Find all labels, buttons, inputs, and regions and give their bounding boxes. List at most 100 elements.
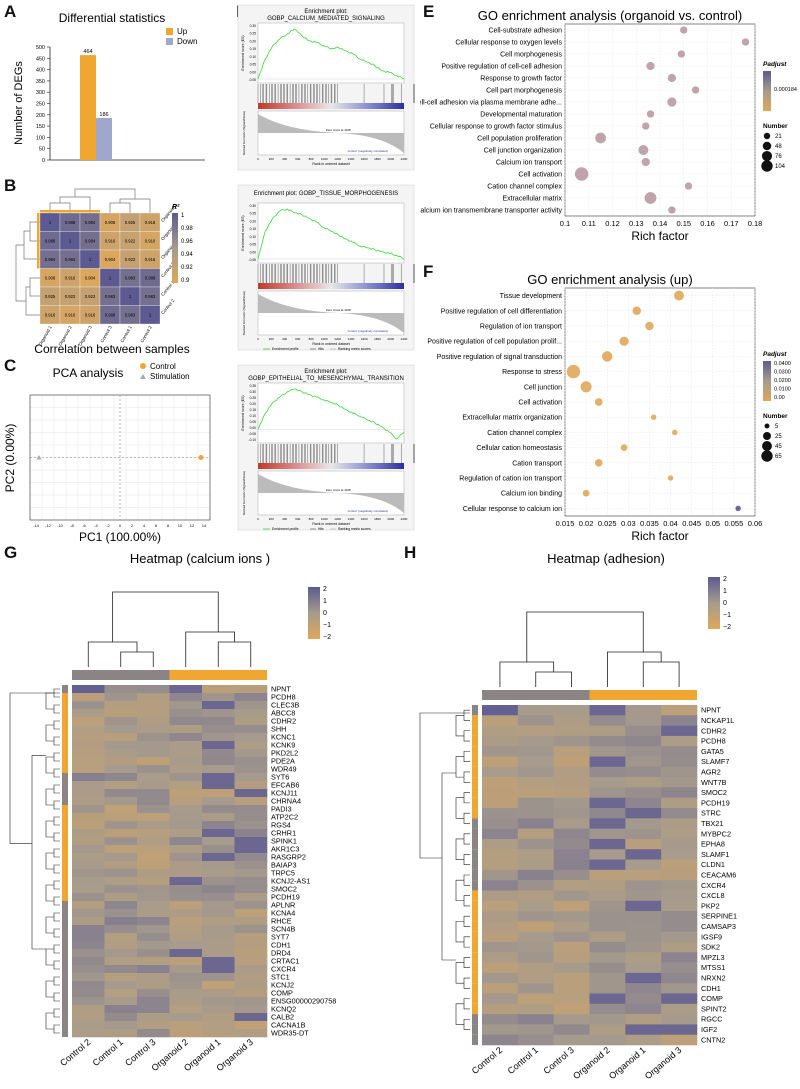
d-es-tick: 0.00 [250,70,257,74]
g-cell [169,989,203,998]
g-cell [234,701,268,710]
h-cell [589,808,626,819]
f-category: Calcium ion binding [501,491,562,498]
g-cell [137,837,170,846]
h-cell [589,900,626,912]
g-cell [202,813,235,822]
h-cell [589,1014,626,1025]
g-cell [72,725,105,734]
h-row-label: CXCR4 [701,881,726,890]
h-cell [625,1034,662,1046]
h-col-dendrogram [535,671,572,687]
g-row-group [62,981,68,989]
d-legend-hits: Hits [318,347,324,351]
g-cell [169,701,203,710]
h-row-group [472,952,478,963]
g-cell [137,909,170,918]
g-row-label: SMOC2 [271,885,297,894]
b-cell-label: 0.916 [45,312,56,317]
g-cell [104,709,138,718]
h-cell [517,952,554,963]
g-cell [234,965,268,974]
g-row-dendrogram [45,788,54,806]
b-dendrogram [29,277,40,297]
h-cell [589,818,626,829]
g-cell [104,957,138,966]
g-cell [104,869,138,878]
d-rank-tick: 2200 [401,517,408,521]
g-cell [169,757,203,766]
h-row-dendrogram [463,957,470,969]
g-cell [72,933,105,942]
b-col-label: Control 3 [99,325,113,344]
e-category: Cell-cell adhesion via plasma membrane a… [420,100,562,107]
g-cell [104,933,138,942]
f-dot [735,505,741,512]
g-cell [169,973,203,982]
e-dot [646,61,655,71]
panel-f-chart: GO enrichment analysis (up) 0.015 0.02 0.02… [427,272,790,543]
g-row-dendrogram [53,992,60,1002]
g-cell [104,989,138,998]
g-cell [234,733,268,742]
f-size-legend-dot [762,441,772,451]
d-es-tick: 0.00 [250,250,257,254]
e-dot [644,192,657,204]
d-rank-tick: 2000 [387,517,394,521]
g-row-label: ABCC8 [271,709,295,718]
b-cell-label: 0.983 [125,275,136,280]
g-row-label: RGS4 [271,821,291,830]
g-cell [169,1029,203,1038]
g-cell [72,1029,105,1038]
d-es-tick: 0.25 [250,212,257,216]
g-cell [137,821,170,830]
g-cell [202,773,235,782]
f-xtick: 0.055 [724,519,743,528]
h-cell [517,828,554,840]
h-cell [553,777,590,788]
e-size-legend-label: 21 [775,134,782,140]
e-size-legend-dot [762,141,772,151]
g-cell [104,853,138,862]
h-cell [482,756,519,768]
h-row-label: NPNT [701,706,721,715]
g-cell [169,949,203,958]
g-cell [202,949,235,958]
h-row-group [472,777,478,788]
h-cell [553,725,590,737]
e-dot [741,38,750,46]
b-cell-label: 0.910 [145,238,156,243]
h-cell [517,715,554,726]
g-row-dendrogram [53,1008,60,1018]
h-row-dendrogram [463,812,470,824]
g-row-label: CRTAC1 [271,957,300,966]
e-size-legend-dot [763,132,771,140]
g-cell [234,757,268,766]
h-cell [661,993,698,1005]
b-cell-label: 0.922 [65,294,76,299]
h-row-dendrogram [463,709,470,721]
g-cell [104,693,138,702]
panel-b-chart: 1 0.988 0.984 0.908 0.925 0.916 0.988 1 0.984 0.9… [15,188,193,355]
g-row-label: KCNA4 [271,909,295,918]
g-cell [104,877,138,886]
panel-letter-a: A [4,2,17,21]
h-cell [625,1003,662,1015]
h-cell [517,993,554,1005]
b-row-label: Control 2 [160,298,176,316]
a-legend-swatch [166,38,173,45]
h-col-dendrogram [526,611,644,662]
h-row-label: AGR2 [701,767,721,776]
f-size-legend-label: 45 [775,444,782,450]
h-row-dendrogram [455,962,464,984]
g-cell [202,1029,235,1038]
g-cell [234,805,268,814]
d-rank-tick: 0 [257,337,259,341]
h-cell [517,1003,554,1015]
h-row-label: CAMSAP3 [701,922,736,931]
d-es-tick: 0.10 [250,235,257,239]
h-cell [625,756,662,768]
d-rank-tick: 1000 [321,337,328,341]
g-row-dendrogram [53,720,60,730]
g-row-label: SYT6 [271,773,289,782]
